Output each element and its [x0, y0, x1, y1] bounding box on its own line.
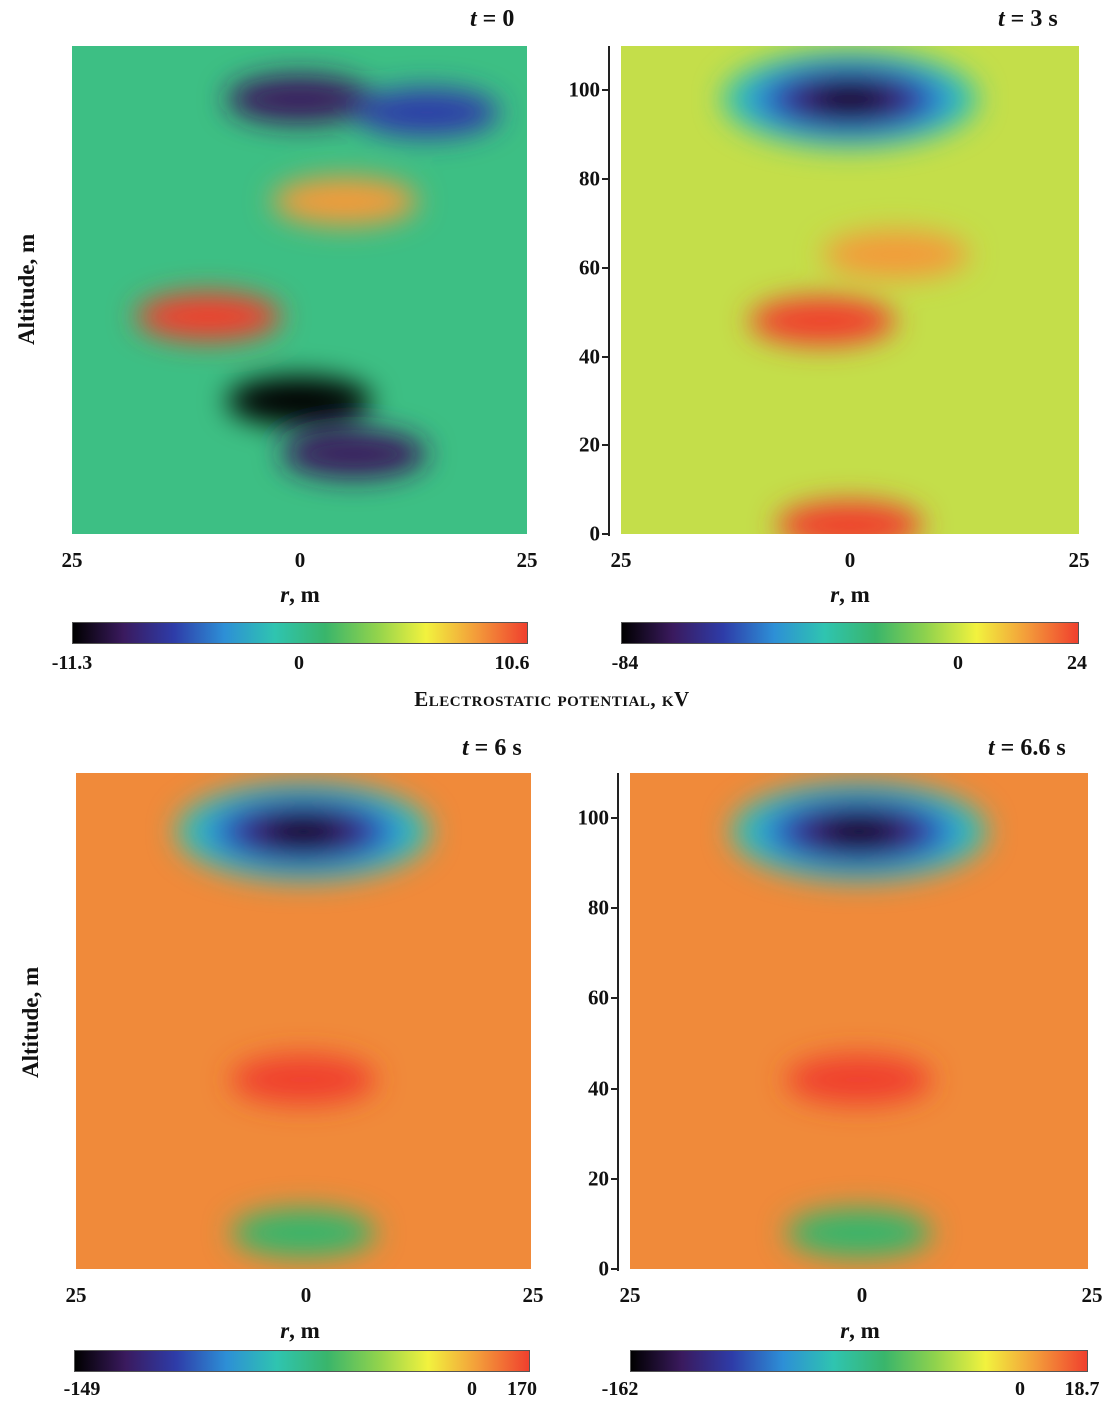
- y-tick-label: 20: [579, 432, 600, 457]
- colorbar: [621, 622, 1079, 644]
- y-tick-mark: [611, 1268, 619, 1270]
- heatmap-plot: [72, 46, 527, 534]
- heatmap-svg: [76, 773, 531, 1269]
- y-tick-label: 60: [579, 255, 600, 280]
- y-tick-label: 0: [598, 1256, 610, 1281]
- y-tick-mark: [611, 1087, 619, 1090]
- y-tick-mark: [602, 533, 610, 535]
- colorbar-max-label: 24: [1067, 652, 1087, 674]
- heatmap-blob: [785, 1208, 933, 1258]
- x-axis-label: r, m: [280, 1318, 320, 1343]
- panel-title: t = 0: [470, 6, 515, 32]
- y-tick-mark: [611, 997, 619, 1000]
- x-tick-label: 25: [61, 548, 83, 572]
- shared-colorbar-label: Electrostatic potential, kV: [414, 687, 690, 711]
- y-tick-label: 60: [588, 985, 609, 1010]
- y-axis-label: Altitude, m: [18, 966, 43, 1078]
- x-tick-label: 25: [610, 548, 632, 572]
- heatmap-blob: [267, 817, 340, 846]
- heatmap-plot: [621, 46, 1079, 534]
- heatmap-blob: [226, 376, 373, 426]
- x-tick-label: 25: [65, 1283, 87, 1307]
- colorbar-min-label: -149: [63, 1378, 101, 1400]
- heatmap-plot: [76, 773, 531, 1269]
- panel-title: t = 6.6 s: [988, 735, 1066, 761]
- colorbar-zero-label: 0: [467, 1378, 477, 1400]
- heatmap-blob: [135, 292, 282, 342]
- y-tick-label: 20: [588, 1166, 609, 1191]
- heatmap-blob: [226, 74, 373, 124]
- y-tick-mark: [602, 444, 610, 447]
- heatmap-blob: [749, 296, 896, 346]
- x-tick-label: 25: [619, 1283, 641, 1307]
- x-axis-label: r, m: [280, 582, 320, 607]
- colorbar-max-label: 18.7: [1064, 1378, 1100, 1400]
- heatmap-blob: [354, 88, 500, 137]
- heatmap-blob: [814, 85, 886, 113]
- y-tick-label: 80: [588, 895, 609, 920]
- x-tick-label: 25: [522, 1283, 544, 1307]
- colorbar: [74, 1350, 530, 1372]
- heatmap-blob: [822, 230, 970, 279]
- y-tick-label: 40: [588, 1076, 609, 1101]
- x-tick-label: 25: [516, 548, 538, 572]
- y-axis-line: [608, 46, 610, 536]
- colorbar-max-label: 170: [507, 1378, 537, 1400]
- x-tick-label: 0: [294, 548, 306, 572]
- x-tick-label: 0: [856, 1283, 868, 1307]
- colorbar-zero-label: 0: [294, 652, 304, 674]
- y-tick-mark: [611, 817, 619, 820]
- colorbar-min-label: -84: [611, 652, 639, 674]
- y-tick-mark: [611, 1177, 619, 1180]
- y-tick-mark: [602, 266, 610, 269]
- heatmap-blob: [823, 817, 895, 846]
- y-axis-label: Altitude, m: [14, 233, 39, 345]
- heatmap-blob: [776, 500, 924, 534]
- colorbar-max-label: 10.6: [494, 652, 530, 674]
- heatmap-blob: [230, 1208, 377, 1258]
- colorbar-zero-label: 0: [953, 652, 963, 674]
- y-axis-line: [617, 773, 619, 1271]
- y-tick-mark: [611, 907, 619, 910]
- x-tick-label: 25: [1068, 548, 1090, 572]
- colorbar: [630, 1350, 1088, 1372]
- y-tick-mark: [602, 355, 610, 358]
- colorbar-min-label: -11.3: [51, 652, 93, 674]
- y-tick-label: 0: [589, 521, 601, 546]
- heatmap-plot: [630, 773, 1088, 1269]
- heatmap-svg: [630, 773, 1088, 1269]
- heatmap-svg: [621, 46, 1079, 534]
- x-tick-label: 0: [300, 1283, 312, 1307]
- x-axis-label: r, m: [830, 582, 870, 607]
- heatmap-blob: [281, 429, 427, 479]
- y-tick-label: 100: [568, 77, 601, 102]
- x-tick-label: 25: [1081, 1283, 1103, 1307]
- x-axis-label: r, m: [840, 1318, 880, 1343]
- heatmap-blob: [272, 176, 418, 226]
- colorbar-min-label: -162: [601, 1378, 639, 1400]
- heatmap-svg: [72, 46, 527, 534]
- colorbar-zero-label: 0: [1015, 1378, 1025, 1400]
- y-tick-label: 40: [579, 344, 600, 369]
- y-tick-mark: [602, 178, 610, 181]
- colorbar: [72, 622, 528, 644]
- y-tick-mark: [602, 89, 610, 92]
- x-tick-label: 0: [844, 548, 856, 572]
- panel-title: t = 3 s: [998, 6, 1058, 32]
- y-tick-label: 100: [577, 805, 610, 830]
- y-tick-label: 80: [579, 166, 600, 191]
- heatmap-blob: [785, 1054, 933, 1105]
- heatmap-blob: [230, 1054, 377, 1105]
- panel-title: t = 6 s: [462, 735, 522, 761]
